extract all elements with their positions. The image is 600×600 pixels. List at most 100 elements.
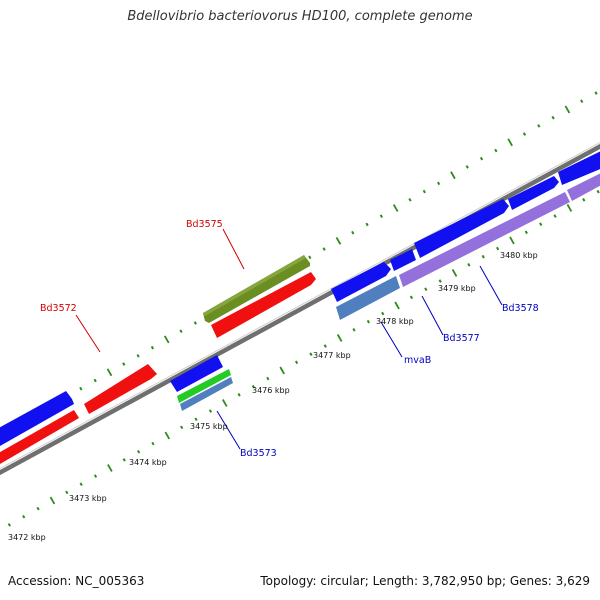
minor-tick [322,247,326,251]
minor-tick [580,99,584,104]
inner-tick-ring [7,189,600,527]
major-tick [335,236,342,245]
cds-forward [414,199,509,258]
minor-tick [151,441,155,446]
cds-reverse [0,410,79,464]
minor-tick [437,181,441,186]
cds-bd3575-highlight [203,255,306,316]
major-tick [107,464,113,472]
genome-backbone [0,141,600,476]
cds-forward [0,391,74,446]
major-tick [49,496,56,505]
minor-tick [424,287,428,292]
minor-tick [309,352,313,357]
minor-tick [381,311,385,316]
minor-tick [136,354,140,358]
minor-tick [122,362,126,366]
major-tick [279,366,285,375]
minor-tick [136,449,141,454]
cds-mvab [336,276,400,320]
minor-tick [150,345,155,350]
major-tick [164,431,171,440]
minor-tick [467,263,471,267]
major-tick [450,171,456,180]
minor-tick [422,189,426,194]
gene-label: Bd3573 [240,448,277,459]
minor-tick [7,523,11,527]
kbp-label: 3478 kbp [376,317,414,326]
minor-tick [366,319,370,324]
minor-tick [79,386,83,391]
cds-forward [331,262,391,302]
minor-tick [409,295,414,300]
minor-tick [551,115,555,120]
major-tick [336,334,343,342]
cds-violet [567,173,600,201]
major-tick [451,269,458,277]
cds-forward [508,176,559,210]
minor-tick [539,222,543,227]
cds-bd3573-green [177,369,231,403]
minor-tick [237,393,241,397]
minor-tick [93,474,98,478]
gene-label: Bd3575 [186,219,223,230]
minor-tick [294,360,299,365]
minor-tick [351,230,355,235]
minor-tick [582,198,586,202]
minor-tick [122,458,126,462]
minor-tick [194,417,198,422]
cds-reverse [84,364,157,414]
cds-forward [170,355,223,392]
gene-label: mvaB [404,355,431,366]
gene-label: Bd3578 [502,303,539,314]
minor-tick [179,329,183,334]
gene-label: Bd3572 [40,303,77,314]
minor-tick [594,91,598,95]
minor-tick [251,384,256,389]
kbp-labels: 3472 kbp 3473 kbp 3474 kbp 3475 kbp 3476 kbp… [8,251,538,542]
minor-tick [180,425,184,430]
minor-tick [481,254,485,259]
minor-tick [36,506,40,511]
minor-tick [537,124,541,128]
cds-bd3577-bd3578 [399,192,570,287]
minor-tick [79,482,83,487]
major-tick [566,204,573,212]
major-tick [163,335,170,344]
minor-tick [193,321,197,325]
minor-tick [22,514,26,519]
minor-tick [596,189,600,194]
minor-tick [352,328,356,332]
kbp-label: 3473 kbp [69,494,107,503]
minor-tick [93,378,97,383]
minor-tick [323,344,327,348]
minor-tick [266,376,270,381]
gene-labels: Bd3575 Bd3572 Bd3573 mvaB Bd3577 Bd3578 [40,219,539,459]
label-leaders [75,228,503,450]
minor-tick [438,279,442,283]
feature-tracks [0,151,600,464]
major-tick [509,236,515,245]
cds-bd3575 [203,255,310,323]
minor-tick [494,148,498,153]
kbp-label: 3472 kbp [8,533,46,542]
major-tick [507,138,513,147]
minor-tick [408,197,412,202]
kbp-label: 3477 kbp [313,351,351,360]
major-tick [106,368,113,377]
minor-tick [208,409,213,413]
kbp-label: 3476 kbp [252,386,290,395]
minor-tick [65,490,69,495]
minor-tick [308,255,312,260]
kbp-label: 3480 kbp [500,251,538,260]
cds-reverse [211,272,316,338]
minor-tick [496,246,500,251]
gene-label: Bd3577 [443,333,480,344]
genome-summary-text: Topology: circular; Length: 3,782,950 bp… [260,574,590,588]
minor-tick [365,222,369,227]
kbp-label: 3474 kbp [129,458,167,467]
major-tick [222,399,228,407]
minor-tick [524,230,528,235]
kbp-label: 3479 kbp [438,284,476,293]
